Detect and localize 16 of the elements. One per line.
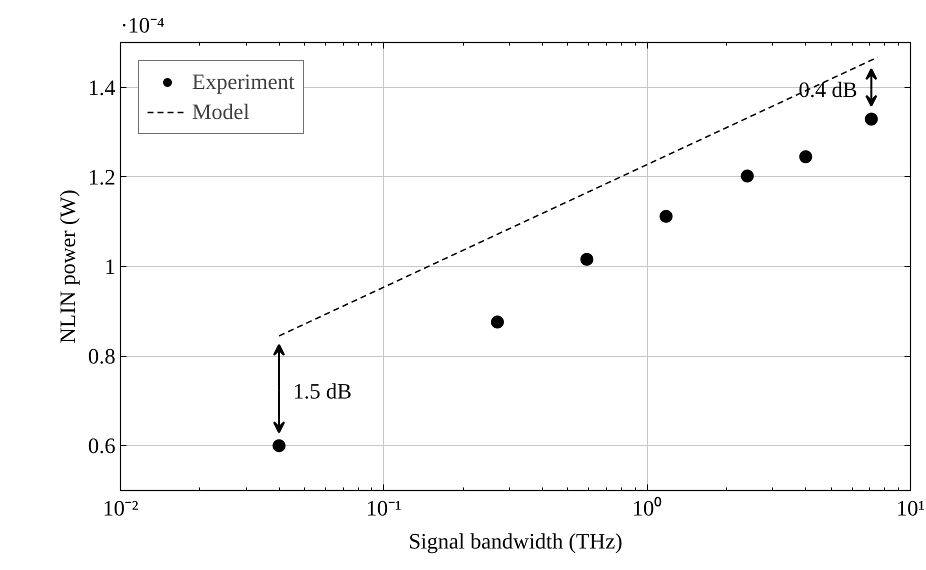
- y-tick-label: 1: [104, 254, 116, 279]
- x-tick-label: 10¹: [896, 496, 925, 520]
- annotation: 0.4 dB: [798, 77, 858, 102]
- x-axis-title: Signal bandwidth (THz): [408, 528, 622, 554]
- y-tick-label: 0.6: [88, 433, 116, 458]
- y-tick-label: 1.2: [88, 164, 116, 190]
- x-tick-label: 10⁰: [632, 496, 662, 520]
- annotation: 1.5 dB: [293, 378, 352, 404]
- y-tick-label: 0.8: [88, 344, 116, 369]
- legend-label: Experiment: [192, 69, 295, 95]
- y-tick-label: 1.4: [88, 74, 116, 100]
- x-tick-label: 10⁻²: [102, 496, 139, 520]
- legend-label: Model: [192, 99, 250, 125]
- y-axis-title: NLIN power (W): [55, 190, 80, 344]
- text: ·10⁻⁴: [120, 12, 165, 38]
- x-tick-label: 10⁻¹: [366, 496, 402, 520]
